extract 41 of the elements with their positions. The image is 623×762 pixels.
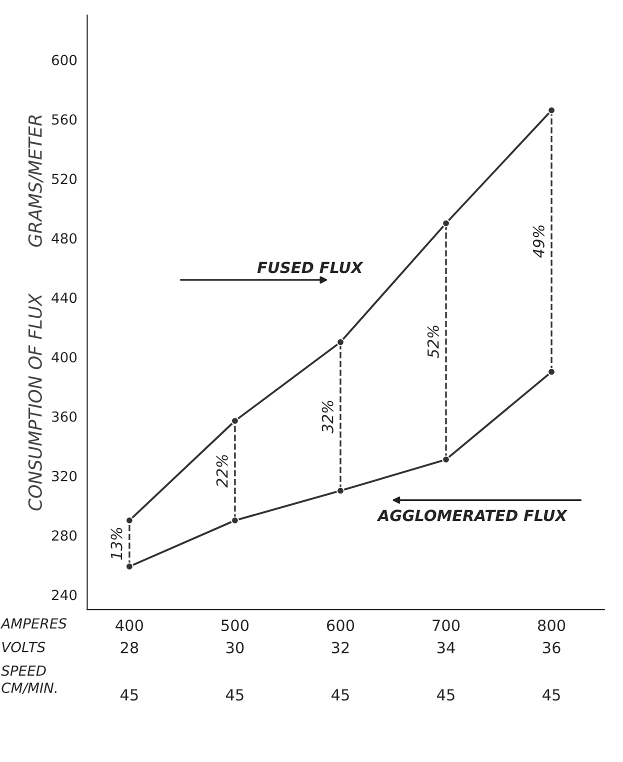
x-tick-label: 700	[432, 620, 460, 632]
text: 45	[120, 689, 138, 701]
annotation: 52%	[427, 326, 439, 358]
y-tick-label: 400	[52, 352, 77, 362]
y-tick-label: 240	[52, 590, 77, 600]
point	[230, 416, 239, 425]
y-tick-label: 600	[52, 54, 77, 66]
y-axis-title: CONSUMPTION OF FLUX GRAMS/METER	[28, 115, 44, 510]
text: VOLTS	[2, 642, 46, 652]
text: 45	[542, 689, 560, 701]
y-tick-label: 360	[52, 411, 77, 422]
point	[336, 486, 344, 495]
point	[442, 219, 450, 228]
text: 32	[332, 642, 349, 654]
text: AMPERES	[0, 618, 67, 629]
text: 45	[226, 689, 244, 701]
point	[230, 516, 239, 524]
y-tick-label: 280	[52, 530, 77, 541]
y-tick-label: 480	[52, 233, 77, 244]
annotation: 32%	[322, 400, 334, 434]
text: 45	[332, 689, 349, 701]
annotation: 13%	[110, 528, 122, 560]
y-tick-label: 520	[52, 174, 77, 184]
text: 30	[226, 642, 244, 654]
x-tick-label: 600	[326, 620, 354, 632]
text: 28	[120, 642, 138, 654]
y-tick-label: 560	[52, 114, 77, 125]
annotation: 22%	[216, 455, 228, 488]
y-tick-label: 440	[52, 292, 77, 304]
text: 45	[437, 689, 454, 701]
point	[336, 338, 344, 346]
y-tick-label: 320	[52, 470, 77, 482]
x-tick-label: 500	[222, 620, 249, 632]
text: 36	[542, 642, 560, 654]
annotation: 49%	[532, 226, 544, 258]
x-tick-label: 800	[538, 620, 566, 632]
annotation: FUSED FLUX	[257, 262, 364, 274]
text: SPEED CM/MIN.	[1, 665, 57, 694]
x-tick-label: 400	[116, 620, 143, 632]
text: 34	[437, 642, 455, 654]
annotation: AGGLOMERATED FLUX	[376, 510, 568, 522]
